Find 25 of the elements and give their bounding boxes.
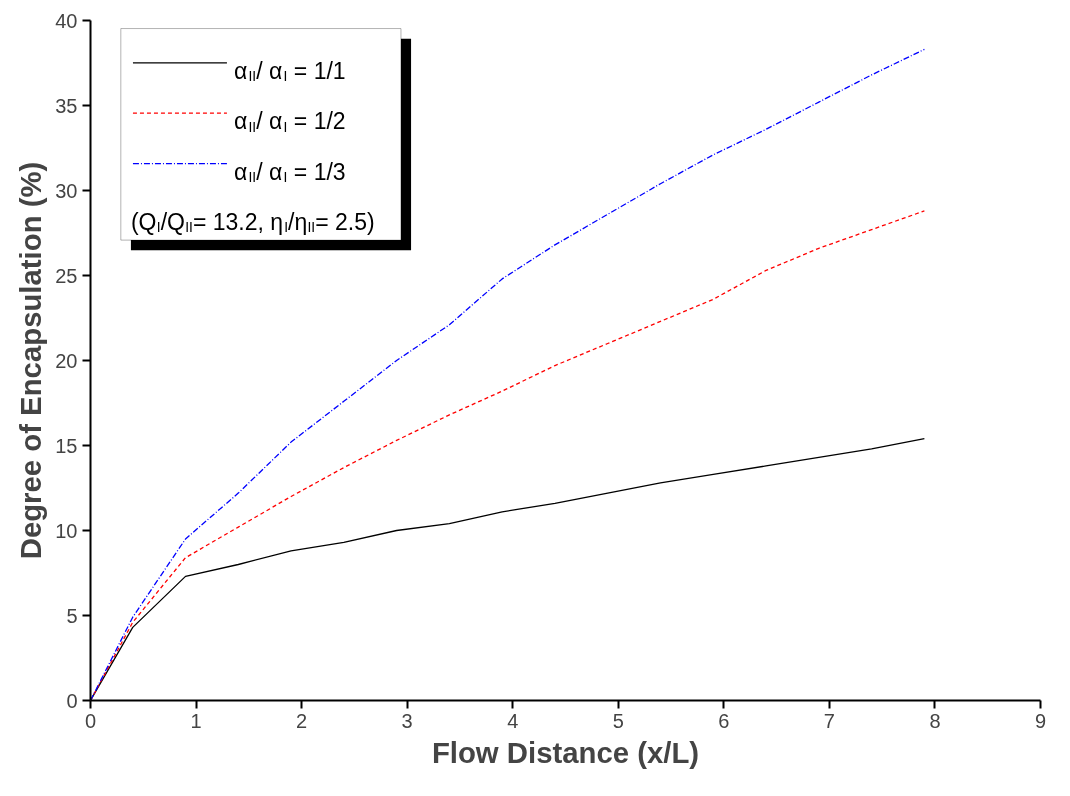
legend-label: αII/ αI = 1/1 — [234, 57, 346, 85]
x-tick-label: 9 — [1034, 709, 1047, 732]
text: (QI/QII= 13.2, ηI/ηII= 2.5) — [130, 208, 375, 236]
legend-label: αII/ αI = 1/3 — [234, 158, 346, 185]
y-tick-label: 30 — [55, 179, 78, 202]
legend-label: αII/ αI = 1/2 — [234, 108, 346, 135]
y-tick-label: 35 — [55, 94, 78, 117]
x-tick-label: 0 — [84, 709, 97, 732]
x-tick-label: 5 — [612, 709, 624, 732]
x-tick-label: 4 — [507, 709, 519, 732]
x-axis-title: Flow Distance (x/L) — [431, 735, 700, 769]
y-tick-label: 15 — [55, 434, 78, 457]
y-tick-label: 40 — [55, 9, 78, 32]
x-tick-label: 1 — [190, 709, 202, 732]
x-tick-label: 8 — [929, 709, 941, 732]
y-tick-label: 0 — [66, 689, 78, 712]
x-tick-label: 6 — [718, 709, 730, 732]
x-tick-label: 7 — [823, 709, 835, 732]
y-axis-title: Degree of Encapsulation (%) — [14, 161, 48, 560]
y-tick-label: 20 — [55, 349, 78, 372]
y-tick-label: 25 — [55, 264, 78, 287]
y-tick-label: 10 — [55, 519, 78, 542]
x-tick-label: 3 — [401, 709, 413, 732]
x-tick-label: 2 — [296, 709, 308, 732]
y-tick-label: 5 — [66, 604, 78, 627]
